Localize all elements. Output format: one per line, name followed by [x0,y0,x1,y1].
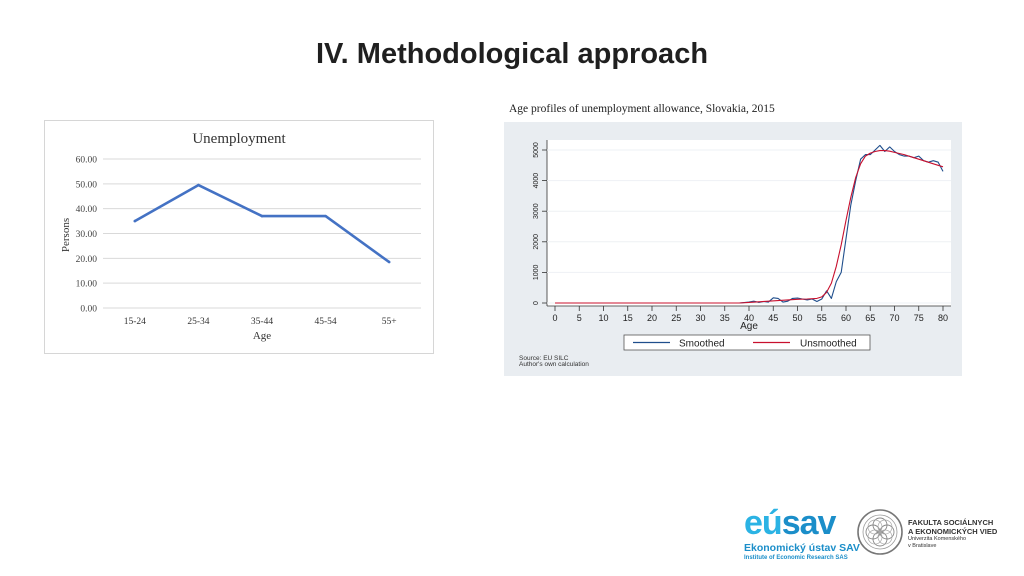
page-title: IV. Methodological approach [315,38,709,70]
chart2-caption: Age profiles of unemployment allowance, … [509,103,775,115]
chart1-series-line [134,183,390,264]
chart1-y-tick-label: 30.00 [76,230,98,240]
chart1-x-tick-label: 25-34 [187,317,209,327]
fsev-line-1: FAKULTA SOCIÁLNYCH [908,518,994,527]
chart1-y-tick-label: 40.00 [76,205,98,215]
chart2-x-tick-label: 5 [577,313,582,323]
chart1-data-point [260,214,264,218]
eusav-logo: eúsav [744,504,837,542]
chart2-legend [623,334,871,351]
eusav-name-english: Institute of Economic Research SAS [744,555,848,561]
age-profile-chart-svg: 0 1000 2000 3000 4000 5000 0 5 10 15 20 25 30 35 40 45… [519,140,951,368]
chart2-source-line-1: Source: EU SILC [519,355,569,362]
fsev-line-3: Univerzita Komenského [908,536,967,542]
chart2-source-line-2: Author's own calculation [519,361,589,368]
fsev-line-4: v Bratislave [908,543,937,549]
fsev-line-2: A EKONOMICKÝCH VIED [908,527,998,536]
chart1-x-tick-label: 55+ [382,317,397,327]
chart2-x-tick-label: 80 [938,313,948,323]
chart2-x-tick-label: 10 [598,313,608,323]
chart2-y-tick-label: 1000 [533,265,540,281]
chart2-x-tick-label: 50 [792,313,802,323]
chart2-plot-area [547,140,951,306]
chart2-x-tick-label: 30 [695,313,705,323]
chart2-y-tick-label: 5000 [533,142,540,158]
legend-unsmoothed-label: Unsmoothed [800,339,857,350]
chart2-x-tick-label: 40 [744,313,754,323]
chart2-x-tick-label: 20 [647,313,657,323]
chart1-y-tick-label: 10.00 [76,280,98,290]
chart2-x-tick-label: 65 [865,313,875,323]
chart1-x-tick-label: 15-24 [124,317,146,327]
chart2-x-tick-label: 75 [914,313,924,323]
chart1-x-tick-label: 35-44 [251,317,273,327]
chart2-x-tick-label: 45 [768,313,778,323]
fsev-name: FAKULTA SOCIÁLNYCH A EKONOMICKÝCH VIED U… [908,518,997,550]
unemployment-chart: Unemployment 0.00 10.00 20.00 30.00 40.00 50.… [44,120,434,354]
chart1-y-tick-label: 0.00 [80,305,97,315]
unemployment-chart-svg: Unemployment 0.00 10.00 20.00 30.00 40.00 50.… [60,131,421,342]
chart1-x-axis-label: Age [253,330,271,342]
age-profile-chart: 0 1000 2000 3000 4000 5000 0 5 10 15 20 25 30 35 40 45… [504,122,962,376]
chart2-x-tick-label: 60 [841,313,851,323]
chart2-y-tick-label: 4000 [533,173,540,189]
chart2-unsmoothed-line [555,150,944,304]
chart2-x-tick-label: 70 [889,313,899,323]
chart1-data-point [324,214,327,218]
chart2-x-axis-label: Age [740,321,758,332]
chart1-y-tick-label: 20.00 [76,255,98,265]
chart2-x-tick-label: 35 [720,313,730,323]
chart2-y-tick-label: 0 [533,301,540,305]
fsev-emblem-icon [857,509,903,555]
chart1-x-tick-label: 45-54 [315,317,337,327]
chart2-x-tick-label: 0 [552,313,557,323]
chart1-y-tick-label: 50.00 [76,180,98,190]
eusav-name: Ekonomický ústav SAV [744,542,860,554]
footer-logos: eúsav Ekonomický ústav SAV Institute of … [744,506,1014,562]
chart2-x-tick-label: 15 [623,313,633,323]
legend-smoothed-label: Smoothed [679,339,725,350]
chart2-x-tick-label: 55 [817,313,827,323]
chart1-data-point [387,260,391,264]
chart2-y-tick-label: 3000 [533,203,540,219]
chart1-data-point [197,183,200,187]
eusav-logo-prefix: eú [744,504,783,542]
chart1-y-axis-label: Persons [60,218,72,252]
eusav-logo-suffix: sav [781,504,837,542]
chart2-x-tick-label: 25 [671,313,681,323]
chart1-y-tick-label: 60.00 [76,156,98,166]
chart1-data-point [133,219,137,223]
chart2-y-tick-label: 2000 [533,234,540,250]
chart1-title: Unemployment [192,131,286,147]
